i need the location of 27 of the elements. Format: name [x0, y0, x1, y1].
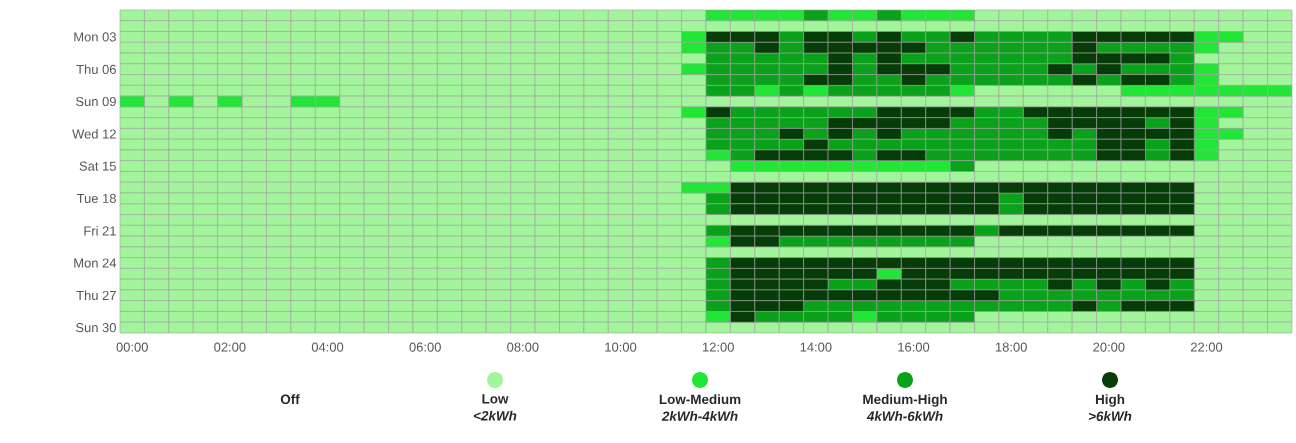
y-tick-label: Sat 15	[79, 161, 116, 171]
color-bar-label: Medium-High 4kWh-6kWh	[863, 394, 947, 421]
x-tick-label: 00:00	[116, 342, 148, 352]
x-tick-label: 02:00	[214, 342, 246, 352]
color-bar-label: High >6kWh	[1088, 394, 1132, 421]
x-tick-label: 20:00	[1093, 342, 1125, 352]
y-tick-label: Mon 03	[74, 32, 116, 42]
x-tick-label: 06:00	[409, 342, 441, 352]
y-tick-label: Thu 06	[76, 64, 116, 74]
color-bar-label: Low-Medium 2kWh-4kWh	[659, 394, 741, 421]
color-bar-label: Low <2kWh	[473, 394, 517, 421]
y-tick-label: Sun 30	[76, 323, 116, 333]
x-tick-label: 08:00	[507, 342, 539, 352]
x-tick-label: 22:00	[1190, 342, 1223, 352]
y-tick-label: Sun 09	[76, 96, 116, 107]
x-tick-label: 14:00	[800, 342, 832, 352]
y-tick-label: Mon 24	[74, 258, 117, 268]
y-tick-label: Tue 18	[76, 193, 116, 203]
x-tick-label: 12:00	[702, 342, 734, 352]
y-tick-label: Thu 27	[76, 290, 116, 301]
x-tick-label: 18:00	[995, 342, 1027, 352]
x-tick-label: 16:00	[898, 342, 930, 352]
color-bar-label: Off	[280, 394, 300, 405]
x-tick-label: 10:00	[605, 342, 637, 352]
x-tick-label: 04:00	[311, 342, 344, 352]
y-tick-label: Fri 21	[84, 226, 116, 236]
y-tick-label: Wed 12	[72, 129, 116, 139]
